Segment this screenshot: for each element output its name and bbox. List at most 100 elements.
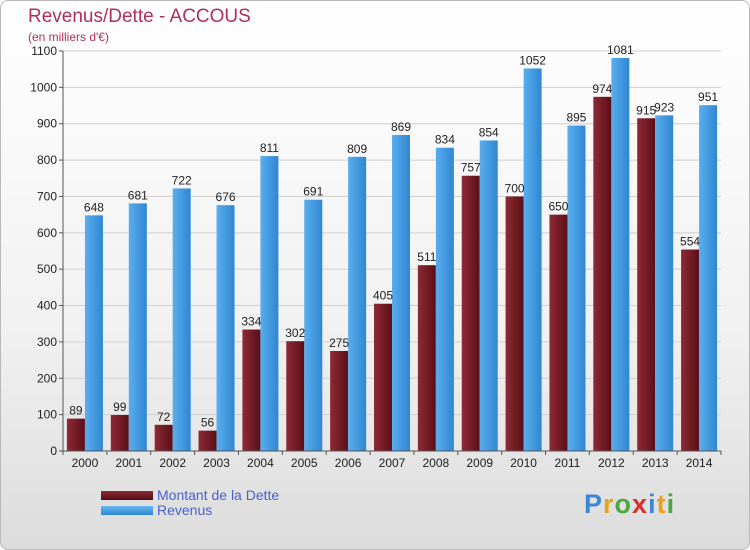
data-label-debt-2000: 89 xyxy=(69,404,83,418)
bar-debt-2000 xyxy=(66,418,85,451)
x-tick-label: 2013 xyxy=(642,456,669,470)
data-label-revenue-2009: 854 xyxy=(479,125,499,139)
data-label-debt-2008: 511 xyxy=(417,250,436,264)
data-label-debt-2002: 72 xyxy=(157,410,171,424)
logo-letter: r xyxy=(603,489,615,519)
bar-debt-2010 xyxy=(505,196,524,451)
bar-revenue-2004 xyxy=(260,156,279,451)
y-tick-label: 1000 xyxy=(30,80,57,94)
data-label-debt-2011: 650 xyxy=(548,200,568,214)
y-tick-label: 600 xyxy=(37,226,57,240)
bar-revenue-2009 xyxy=(479,140,498,452)
x-tick-label: 2010 xyxy=(510,456,537,470)
data-label-revenue-2011: 895 xyxy=(566,111,586,125)
axes xyxy=(59,50,722,455)
x-tick-label: 2000 xyxy=(72,456,99,470)
logo-letter: P xyxy=(584,489,604,519)
bar-revenue-2006 xyxy=(348,156,367,451)
bar-debt-2006 xyxy=(330,351,349,451)
y-tick-label: 300 xyxy=(37,335,57,349)
logo-letter: o xyxy=(614,489,633,519)
bars xyxy=(66,57,718,452)
bar-debt-2014 xyxy=(681,249,700,451)
logo-letter: x xyxy=(632,489,649,519)
bar-debt-2013 xyxy=(637,118,656,451)
data-label-revenue-2004: 811 xyxy=(260,141,279,155)
data-label-debt-2006: 275 xyxy=(329,336,349,350)
bar-revenue-2005 xyxy=(304,199,323,451)
bar-debt-2002 xyxy=(154,424,173,451)
y-tick-label: 100 xyxy=(37,408,57,422)
y-tick-label: 500 xyxy=(37,262,57,276)
x-tick-label: 2001 xyxy=(115,456,142,470)
data-label-debt-2012: 974 xyxy=(592,82,612,96)
legend-label-revenue: Revenus xyxy=(157,502,213,518)
proxiti-logo: Proxiti xyxy=(584,489,675,520)
bar-revenue-2000 xyxy=(84,215,103,451)
bar-debt-2001 xyxy=(110,415,129,451)
data-label-revenue-2010: 1052 xyxy=(519,53,546,67)
bar-revenue-2011 xyxy=(567,125,586,451)
bar-revenue-2014 xyxy=(699,105,718,451)
x-tick-label: 2006 xyxy=(335,456,362,470)
data-label-revenue-2005: 691 xyxy=(303,185,323,199)
data-label-debt-2001: 99 xyxy=(113,400,127,414)
y-tick-label: 900 xyxy=(37,117,57,131)
legend-swatch-revenue xyxy=(101,506,153,515)
bar-debt-2005 xyxy=(286,341,305,451)
data-label-revenue-2012: 1081 xyxy=(607,43,634,57)
y-tick-label: 0 xyxy=(50,444,57,458)
logo-letter: i xyxy=(648,489,657,519)
x-tick-label: 2008 xyxy=(423,456,450,470)
x-tick-label: 2007 xyxy=(379,456,406,470)
data-label-debt-2014: 554 xyxy=(680,235,700,249)
x-tick-label: 2003 xyxy=(203,456,230,470)
y-tick-label: 700 xyxy=(37,189,57,203)
bar-debt-2009 xyxy=(461,175,480,451)
data-label-revenue-2014: 951 xyxy=(698,90,718,104)
x-tick-label: 2005 xyxy=(291,456,318,470)
bar-debt-2012 xyxy=(593,96,612,452)
data-label-debt-2010: 700 xyxy=(505,181,525,195)
legend-label-debt: Montant de la Dette xyxy=(157,487,280,503)
legend-swatch-debt xyxy=(101,491,153,500)
data-label-debt-2005: 302 xyxy=(285,326,305,340)
bar-revenue-2013 xyxy=(655,115,674,451)
bar-debt-2008 xyxy=(417,265,436,451)
data-label-debt-2013: 915 xyxy=(636,103,656,117)
y-tick-label: 400 xyxy=(37,299,57,313)
bar-revenue-2012 xyxy=(611,57,630,452)
bar-debt-2011 xyxy=(549,214,568,451)
bar-debt-2004 xyxy=(242,329,261,451)
data-label-revenue-2001: 681 xyxy=(128,188,148,202)
data-label-debt-2003: 56 xyxy=(201,416,215,430)
data-label-revenue-2003: 676 xyxy=(216,190,236,204)
x-tick-label: 2004 xyxy=(247,456,274,470)
bar-revenue-2002 xyxy=(172,188,191,452)
labels: 0 100 200 300 400 500 600 700 800 900 1000 1100 2000… xyxy=(30,43,718,470)
logo-letter: t xyxy=(656,489,667,519)
bar-debt-2007 xyxy=(374,303,392,451)
y-tick-label: 200 xyxy=(37,371,57,385)
data-label-debt-2007: 405 xyxy=(373,289,393,303)
logo-letter: i xyxy=(666,489,676,519)
data-label-revenue-2013: 923 xyxy=(654,100,674,114)
data-label-revenue-2000: 648 xyxy=(84,200,104,214)
bar-revenue-2003 xyxy=(216,205,235,451)
data-label-revenue-2007: 869 xyxy=(391,120,411,134)
data-label-debt-2004: 334 xyxy=(241,315,261,329)
data-label-debt-2009: 757 xyxy=(461,161,481,175)
x-tick-label: 2012 xyxy=(598,456,625,470)
data-label-revenue-2008: 834 xyxy=(435,133,455,147)
chart-title: Revenus/Dette - ACCOUS xyxy=(28,6,251,27)
data-label-revenue-2006: 809 xyxy=(347,142,367,156)
data-label-revenue-2002: 722 xyxy=(172,173,192,187)
y-tick-label: 1100 xyxy=(31,44,57,58)
x-tick-label: 2002 xyxy=(159,456,186,470)
x-tick-label: 2011 xyxy=(555,456,581,470)
x-tick-label: 2014 xyxy=(686,456,713,470)
x-tick-label: 2009 xyxy=(466,456,493,470)
bar-debt-2003 xyxy=(198,430,217,451)
